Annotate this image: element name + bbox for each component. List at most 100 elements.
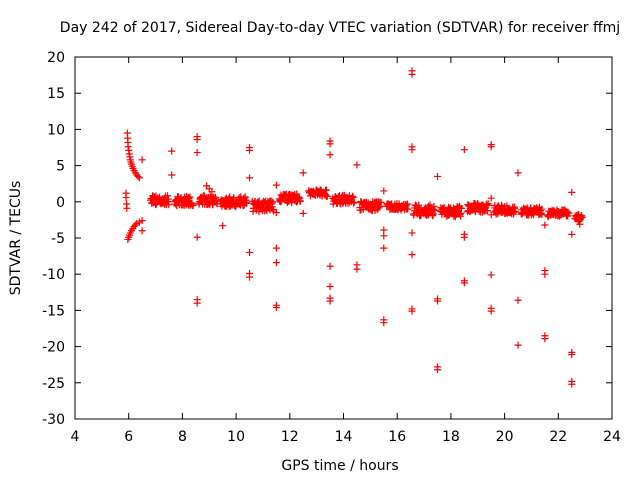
data-point xyxy=(511,207,519,215)
data-point xyxy=(135,174,143,182)
data-point xyxy=(296,197,304,205)
data-point xyxy=(246,174,254,182)
data-point xyxy=(134,172,142,180)
x-tick-label: 16 xyxy=(388,429,406,445)
data-point xyxy=(514,169,522,177)
data-point xyxy=(380,319,388,327)
data-point xyxy=(408,229,416,237)
data-point xyxy=(299,209,307,217)
data-points xyxy=(122,67,586,388)
data-point xyxy=(408,146,416,154)
data-point xyxy=(288,199,296,207)
data-point xyxy=(193,299,201,307)
data-point xyxy=(255,208,263,216)
data-point xyxy=(541,335,549,343)
data-point xyxy=(568,380,576,388)
y-tick-label: 20 xyxy=(47,50,65,66)
x-tick-label: 4 xyxy=(71,429,80,445)
data-point xyxy=(487,271,495,279)
data-point xyxy=(433,366,441,374)
data-point xyxy=(326,262,334,270)
data-point xyxy=(541,221,549,229)
data-point xyxy=(189,202,197,210)
data-point xyxy=(408,251,416,259)
data-point xyxy=(272,259,280,267)
data-point xyxy=(564,208,572,216)
data-point xyxy=(168,147,176,155)
data-point xyxy=(131,221,139,229)
data-point xyxy=(408,307,416,315)
data-point xyxy=(272,209,280,217)
data-point xyxy=(272,181,280,189)
data-point xyxy=(487,307,495,315)
data-point xyxy=(326,140,334,148)
data-point xyxy=(269,198,277,206)
data-point xyxy=(568,188,576,196)
data-point xyxy=(460,233,468,241)
data-point xyxy=(246,146,254,154)
y-axis-label: SDTVAR / TECUs xyxy=(8,181,24,296)
data-point xyxy=(326,297,334,305)
x-tick-label: 12 xyxy=(281,429,299,445)
x-tick-label: 20 xyxy=(496,429,514,445)
y-tick-label: 0 xyxy=(56,195,65,211)
data-point xyxy=(246,273,254,281)
data-point xyxy=(433,297,441,305)
data-point xyxy=(326,283,334,291)
data-point xyxy=(431,207,439,215)
data-point xyxy=(430,202,438,210)
data-point xyxy=(380,187,388,195)
data-point xyxy=(574,217,582,225)
data-point xyxy=(353,265,361,273)
data-point xyxy=(565,209,573,217)
data-point xyxy=(380,244,388,252)
data-point xyxy=(487,194,495,202)
data-point xyxy=(246,248,254,256)
data-point xyxy=(408,70,416,78)
data-point xyxy=(578,214,586,222)
data-point xyxy=(538,205,546,213)
y-tick-label: -10 xyxy=(42,267,65,283)
x-tick-label: 8 xyxy=(178,429,187,445)
y-axis: -30 -25 -20 -15 -10 -5 0 5 10 15 20 xyxy=(42,50,612,428)
data-point xyxy=(457,204,465,212)
data-point xyxy=(323,192,331,200)
data-point xyxy=(353,161,361,169)
x-tick-label: 6 xyxy=(124,429,133,445)
data-point xyxy=(193,149,201,157)
data-point xyxy=(326,151,334,159)
y-tick-label: -25 xyxy=(42,376,65,392)
data-point xyxy=(460,279,468,287)
data-point xyxy=(403,201,411,209)
data-point xyxy=(433,172,441,180)
x-axis: 4 6 8 10 12 14 16 18 20 22 24 xyxy=(71,57,621,445)
data-point xyxy=(487,143,495,151)
data-point xyxy=(322,186,330,194)
y-tick-label: -5 xyxy=(51,231,65,247)
x-tick-label: 18 xyxy=(442,429,460,445)
data-point xyxy=(272,304,280,312)
data-point xyxy=(404,205,412,213)
data-point xyxy=(350,199,358,207)
y-tick-label: -20 xyxy=(42,340,65,356)
data-point xyxy=(350,198,358,206)
y-tick-label: -30 xyxy=(42,412,65,428)
data-point xyxy=(487,211,495,219)
data-point xyxy=(514,296,522,304)
data-point xyxy=(376,202,384,210)
data-point xyxy=(138,227,146,235)
data-point xyxy=(322,191,330,199)
x-tick-label: 22 xyxy=(549,429,567,445)
x-axis-label: GPS time / hours xyxy=(281,458,398,474)
data-point xyxy=(568,230,576,238)
data-point xyxy=(460,146,468,154)
data-point xyxy=(138,217,146,225)
data-point xyxy=(380,232,388,240)
data-point xyxy=(219,222,227,230)
data-point xyxy=(193,136,201,144)
y-tick-label: -15 xyxy=(42,303,65,319)
y-tick-label: 10 xyxy=(47,122,65,138)
x-tick-label: 24 xyxy=(603,429,621,445)
data-point xyxy=(272,244,280,252)
